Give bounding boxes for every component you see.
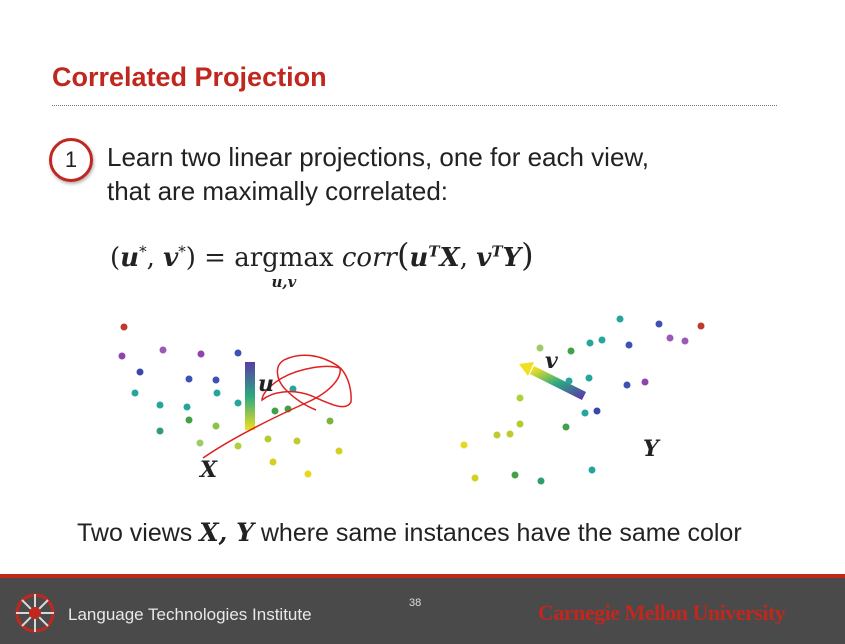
projection-vector-u: [245, 362, 255, 430]
formula-u: u: [120, 243, 140, 273]
formula-argmax-subscript: u,v: [271, 273, 297, 291]
data-point: [183, 403, 191, 411]
data-point: [264, 435, 272, 443]
formula-comma: ,: [146, 243, 155, 273]
formula-argmax: argmax u,v: [234, 243, 334, 291]
data-point: [326, 417, 334, 425]
cca-formula: (u*, v*) = argmax u,v corr(uTX, vTY): [110, 236, 534, 291]
formula-paren: (: [396, 236, 410, 274]
data-point: [156, 427, 164, 435]
data-point: [585, 374, 593, 382]
data-point: [641, 378, 649, 386]
figure-caption: Two views X, Y where same instances have…: [77, 518, 742, 548]
data-point: [136, 368, 144, 376]
data-point: [681, 337, 689, 345]
formula-transpose: T: [428, 242, 440, 261]
hand-drawn-annotation: [202, 354, 352, 459]
data-point: [537, 477, 545, 485]
data-point: [212, 422, 220, 430]
formula-argmax-text: argmax: [234, 243, 334, 273]
formula-corr: corr: [341, 243, 397, 273]
data-point: [493, 431, 501, 439]
data-point: [269, 458, 277, 466]
formula-star: *: [178, 242, 186, 261]
data-point: [586, 339, 594, 347]
two-view-scatter-figure: u X v Y: [118, 315, 705, 485]
data-point: [131, 389, 139, 397]
data-point: [516, 420, 524, 428]
data-point: [293, 437, 301, 445]
data-point: [655, 320, 663, 328]
data-point: [289, 385, 297, 393]
data-point: [234, 399, 242, 407]
formula-u: u: [409, 243, 429, 273]
data-point: [625, 341, 633, 349]
data-point: [212, 376, 220, 384]
right-view-points: [460, 315, 705, 485]
caption-suffix: where same instances have the same color: [253, 519, 742, 547]
slide-footer: Language Technologies Institute 38 Carne…: [0, 574, 845, 644]
slide-page-number: 38: [409, 597, 422, 609]
data-point: [516, 394, 524, 402]
data-point: [588, 466, 596, 474]
projection-vector-v: [529, 365, 587, 401]
data-point: [118, 352, 126, 360]
formula-x: X: [439, 243, 460, 273]
data-point: [562, 423, 570, 431]
formula-equals: =: [204, 243, 226, 273]
formula-transpose: T: [491, 242, 503, 261]
view-label-x: X: [198, 457, 218, 483]
step-number-badge: 1: [49, 138, 93, 182]
data-point: [536, 344, 544, 352]
formula-v: v: [476, 243, 492, 273]
step-text-line-2: that are maximally correlated:: [107, 176, 449, 206]
data-point: [120, 323, 128, 331]
data-point: [460, 441, 468, 449]
data-point: [623, 381, 631, 389]
data-point: [196, 439, 204, 447]
data-point: [304, 470, 312, 478]
formula-paren: ): [185, 243, 196, 273]
data-point: [234, 442, 242, 450]
data-point: [581, 409, 589, 417]
formula-paren: ): [521, 236, 534, 274]
formula-y: Y: [502, 243, 522, 273]
left-view-points: [118, 323, 343, 478]
data-point: [506, 430, 514, 438]
slide-title: Correlated Projection: [52, 62, 327, 92]
formula-comma: ,: [459, 243, 468, 273]
vector-label-u: u: [258, 371, 274, 397]
caption-math: X, Y: [199, 518, 254, 547]
caption-prefix: Two views: [77, 519, 200, 547]
title-divider: [52, 105, 777, 106]
vector-v-arrowhead: [519, 362, 534, 376]
data-point: [567, 347, 575, 355]
data-point: [616, 315, 624, 323]
data-point: [697, 322, 705, 330]
data-point: [156, 401, 164, 409]
vector-label-v: v: [545, 348, 558, 374]
data-point: [335, 447, 343, 455]
data-point: [234, 349, 242, 357]
data-point: [666, 334, 674, 342]
formula-paren: (: [110, 243, 121, 273]
footer-institute-name: Language Technologies Institute: [68, 605, 312, 624]
data-point: [271, 407, 279, 415]
view-label-y: Y: [643, 436, 661, 462]
data-point: [159, 346, 167, 354]
data-point: [185, 375, 193, 383]
lti-logo-icon: [15, 593, 55, 633]
step-text-line-1: Learn two linear projections, one for ea…: [107, 142, 649, 172]
footer-university-name: Carnegie Mellon University: [538, 600, 786, 625]
data-point: [511, 471, 519, 479]
data-point: [593, 407, 601, 415]
formula-star: *: [139, 242, 147, 261]
data-point: [471, 474, 479, 482]
data-point: [213, 389, 221, 397]
data-point: [185, 416, 193, 424]
formula-v: v: [163, 243, 179, 273]
data-point: [197, 350, 205, 358]
data-point: [598, 336, 606, 344]
